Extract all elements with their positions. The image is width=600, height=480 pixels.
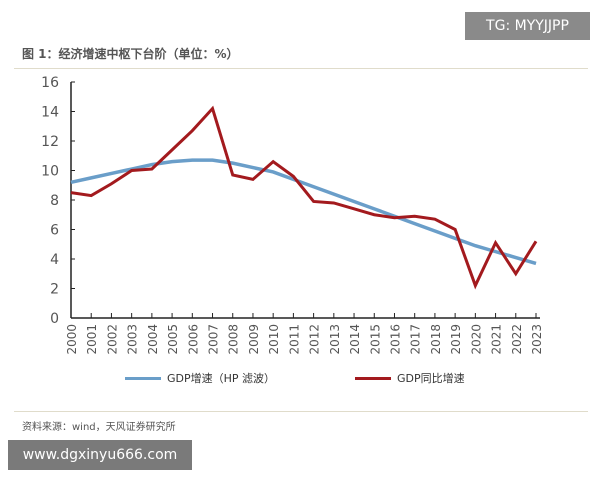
x-tick-label: 2017 [409, 324, 423, 355]
x-tick-label: 2014 [348, 324, 362, 355]
y-tick-label: 2 [50, 282, 59, 298]
source-note: 资料来源：wind，天风证券研究所 [22, 422, 176, 433]
watermark-top: TG: MYYJJPP [465, 12, 590, 40]
x-tick-label: 2023 [530, 324, 544, 355]
legend-swatch-yoy [355, 376, 391, 380]
x-tick-label: 2019 [449, 324, 463, 355]
x-tick-label: 2005 [166, 324, 180, 355]
legend-label-hp: GDP增速（HP 滤波） [167, 372, 276, 385]
x-tick-label: 2021 [490, 324, 504, 355]
series-line-yoy [70, 105, 538, 290]
x-tick-label: 2003 [126, 324, 140, 355]
y-tick-label: 6 [50, 223, 59, 239]
x-tick-label: 2010 [267, 324, 281, 355]
x-tick-label: 2012 [308, 324, 322, 355]
x-tick-label: 2004 [146, 324, 160, 355]
x-tick-label: 2016 [388, 324, 402, 355]
x-tick-label: 2008 [227, 324, 241, 355]
x-tick-label: 2018 [429, 324, 443, 355]
y-tick-label: 12 [41, 134, 59, 150]
x-tick-label: 2006 [186, 324, 200, 355]
legend-label-yoy: GDP同比增速 [397, 372, 465, 385]
y-tick-label: 14 [41, 105, 59, 121]
x-tick-label: 2013 [328, 324, 342, 355]
y-tick-label: 8 [50, 193, 59, 209]
y-tick-label: 10 [41, 164, 59, 180]
x-tick-label: 2022 [510, 324, 524, 355]
x-tick-label: 2011 [287, 324, 301, 355]
x-tick-label: 2007 [207, 324, 221, 355]
chart-title: 图 1：经济增速中枢下台阶（单位：%） [22, 47, 239, 61]
source-divider [14, 411, 588, 412]
y-tick-label: 4 [50, 252, 59, 268]
title-divider [14, 68, 588, 69]
watermark-bottom: www.dgxinyu666.com [8, 440, 192, 470]
legend-swatch-hp [125, 376, 161, 380]
x-tick-label: 2009 [247, 324, 261, 355]
legend-item-yoy: GDP同比增速 [355, 370, 465, 386]
y-tick-label: 16 [41, 75, 59, 91]
legend-item-hp: GDP增速（HP 滤波） [125, 370, 275, 386]
x-tick-label: 2000 [65, 324, 79, 355]
y-tick-label: 0 [50, 311, 59, 327]
x-tick-label: 2020 [469, 324, 483, 355]
x-tick-label: 2001 [85, 324, 99, 355]
x-tick-label: 2002 [105, 324, 119, 355]
x-tick-label: 2015 [368, 324, 382, 355]
series-line-hp [70, 158, 537, 266]
